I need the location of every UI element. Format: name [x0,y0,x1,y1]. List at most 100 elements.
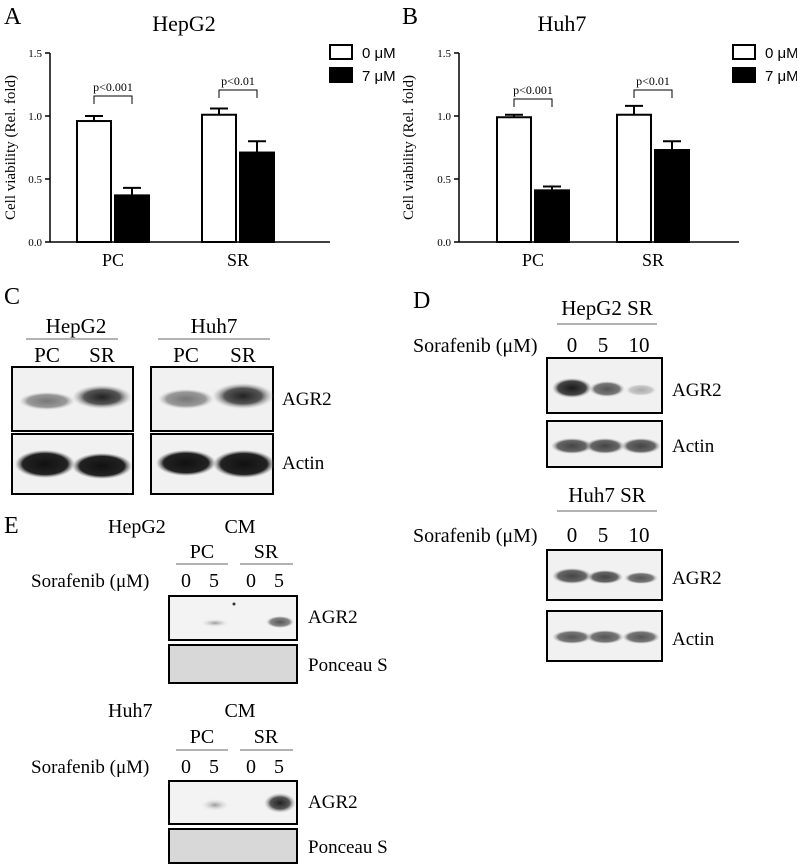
blot-actin-huh7-sr [546,610,663,662]
group-label: PC [190,726,214,748]
dose-label: 5 [209,756,219,778]
row-label: AGR2 [282,389,332,410]
panel-letter-c: C [4,284,20,310]
dose-label: 5 [274,756,284,778]
dose-label: 5 [209,570,219,592]
chart-title: HepG2 [152,11,216,36]
dose-label: 0 [181,570,191,592]
lane-label: SR [89,343,115,367]
y-tick-label: 1.5 [437,48,451,60]
legend-swatch [329,44,353,60]
bar [201,113,237,243]
lane-label: PC [34,343,60,367]
blot-actin-huh7 [150,433,275,495]
bar [654,149,690,244]
group-label: SR [254,541,279,563]
treatment-label: Sorafenib (μM) [31,571,149,592]
blot-ponceau-hepg2-cm [168,644,298,684]
significance-label: p<0.001 [513,83,553,97]
chart-title: Huh7 [538,11,587,36]
treatment-label: Sorafenib (μM) [413,525,538,547]
significance-bracket [513,98,553,107]
panel-b: B Huh7 0.0 0.5 1.0 1.5 Cell viability (Rel. … [401,4,797,270]
y-axis-label: Cell viability (Rel. fold) [401,75,417,220]
legend-swatch [732,67,756,83]
bar [76,120,112,243]
legend-swatch [732,44,756,60]
panel-e: E HepG2 CM PC SR Sorafenib (μM) 0 5 0 5 … [4,513,388,864]
blot-title: Huh7 SR [568,483,646,507]
panel-a: A HepG2 0.0 0.5 1.0 1.5 Cell viability (Rel.… [3,4,396,270]
legend-label: 7 μM [765,68,797,85]
significance-bracket [93,95,133,104]
y-tick-label: 0.0 [28,237,42,249]
dose-label: 10 [629,333,650,357]
panel-d: D HepG2 SR Sorafenib (μM) 0 5 10 AGR2 Ac… [413,288,722,662]
row-label: AGR2 [308,792,358,813]
row-label: Ponceau S [308,655,388,676]
y-tick-label: 1.0 [28,111,42,123]
legend-label: 0 μM [765,45,797,62]
bar [239,151,275,243]
dose-label: 0 [567,523,578,547]
panel-letter-e: E [4,513,19,539]
y-axis-label: Cell viability (Rel. fold) [3,75,19,220]
y-tick-label: 1.0 [437,111,451,123]
legend-swatch [329,67,353,83]
x-tick-label: PC [102,250,124,270]
chart-a-plot: 0.0 0.5 1.0 1.5 Cell viability (Rel. fold) PC… [3,44,396,270]
row-label: Actin [672,436,715,457]
bar [616,113,652,243]
row-label: AGR2 [308,607,358,628]
dose-label: 0 [246,756,256,778]
blot-ponceau-huh7-cm [168,828,298,864]
y-tick-label: 0.0 [437,237,451,249]
panel-letter-a: A [4,4,22,30]
panel-c: C HepG2 PC SR Huh7 PC SR AGR2 Actin [4,284,332,495]
dose-label: 10 [629,523,650,547]
group-label-hepg2: HepG2 [46,314,107,338]
treatment-label: Sorafenib (μM) [413,335,538,357]
row-label: Ponceau S [308,837,388,858]
blot-agr2-hepg2-cm [168,595,298,641]
lane-label: PC [173,343,199,367]
cell-label: HepG2 [108,516,166,538]
panel-letter-b: B [402,4,418,30]
y-tick-label: 0.5 [437,174,451,186]
group-label: PC [190,541,214,563]
x-tick-label: SR [642,250,664,270]
bar [496,116,532,243]
lane-label: SR [230,343,256,367]
row-label: AGR2 [672,568,722,589]
y-tick-label: 1.5 [28,48,42,60]
dose-label: 0 [181,756,191,778]
treatment-label: Sorafenib (μM) [31,757,149,778]
y-tick-label: 0.5 [28,174,42,186]
dose-label: 0 [567,333,578,357]
blot-actin-hepg2-sr [546,420,663,468]
blot-agr2-huh7-sr [546,549,663,601]
cell-label: Huh7 [108,700,152,722]
panel-letter-d: D [413,288,430,314]
significance-label: p<0.01 [636,74,670,88]
legend-label: 7 μM [362,68,396,85]
blot-title: HepG2 SR [561,296,653,320]
row-label: Actin [282,453,325,474]
blot-agr2-huh7 [150,366,274,432]
blot-agr2-hepg2 [11,366,134,432]
blot-agr2-huh7-cm [168,780,298,825]
dose-label: 5 [274,570,284,592]
blot-actin-hepg2 [11,433,134,495]
dose-label: 5 [598,523,609,547]
bar [114,194,150,244]
blot-agr2-hepg2-sr [546,357,663,414]
legend-label: 0 μM [362,45,396,62]
row-label: Actin [672,629,715,650]
dose-label: 5 [598,333,609,357]
significance-label: p<0.01 [221,74,255,88]
x-tick-label: SR [227,250,249,270]
chart-b-plot: 0.0 0.5 1.0 1.5 Cell viability (Rel. fold) PC… [401,44,797,270]
group-label-huh7: Huh7 [191,314,238,338]
bar [534,189,570,243]
dose-label: 0 [246,570,256,592]
